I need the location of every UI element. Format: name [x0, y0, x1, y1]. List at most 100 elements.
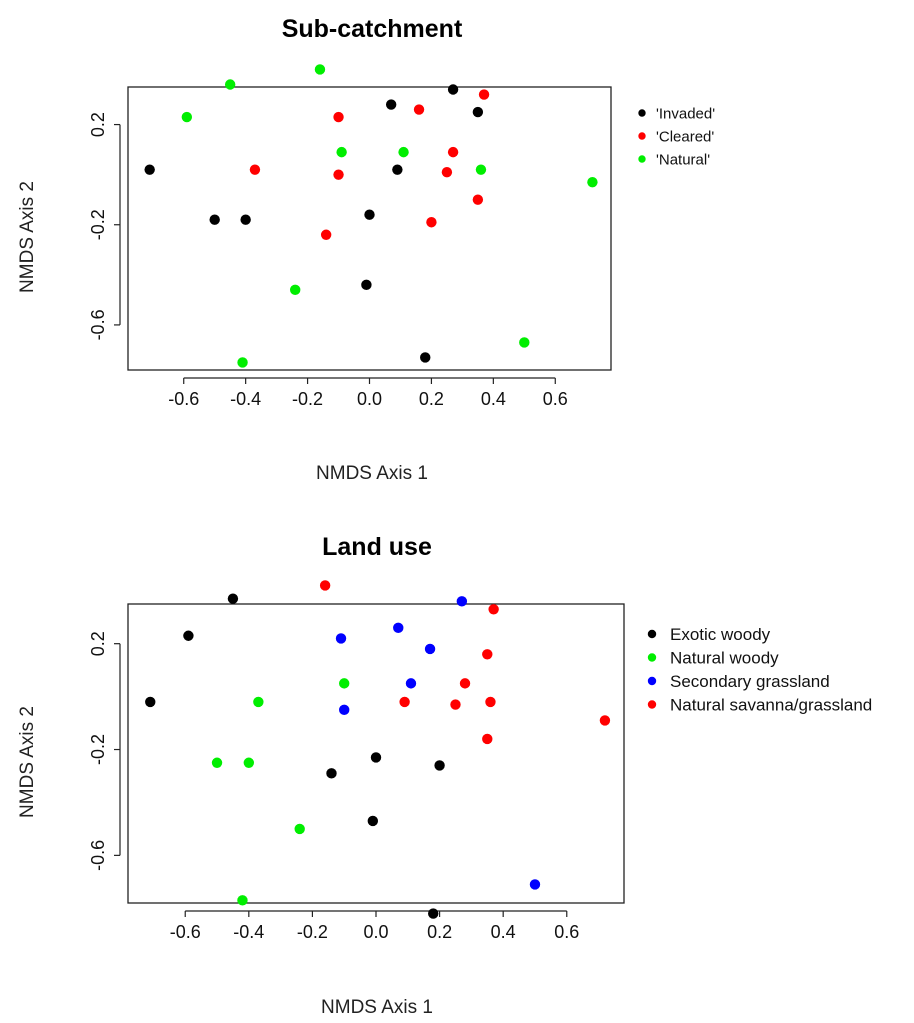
data-point	[211, 757, 223, 768]
data-point	[335, 633, 347, 644]
y-tick-label: -0.2	[88, 209, 108, 240]
series-2	[249, 89, 490, 240]
y-tick-label: -0.6	[88, 309, 108, 340]
x-tick-label: -0.6	[168, 389, 199, 409]
data-point	[459, 678, 471, 689]
y-axis-label: NMDS Axis 2	[17, 706, 38, 818]
data-point	[144, 164, 155, 175]
data-point	[475, 164, 487, 175]
data-point	[472, 194, 484, 205]
x-tick-label: -0.2	[297, 922, 328, 942]
data-point	[392, 164, 403, 175]
legend-label: 'Invaded'	[656, 105, 715, 122]
data-point	[420, 352, 431, 363]
x-tick-label: 0.0	[363, 922, 388, 942]
data-point	[488, 604, 499, 615]
chart-panel-1: Sub-catchment -0.6 -0.4 -0.2 0.0 0.2 0.4 0.6 0.2…	[17, 15, 715, 484]
legend-marker	[638, 155, 646, 163]
legend: Exotic woody Natural woody Secondary grass…	[647, 625, 872, 714]
data-point	[314, 64, 326, 75]
y-axis-label: NMDS Axis 2	[17, 181, 38, 293]
data-point	[224, 79, 236, 90]
series-4	[319, 580, 611, 745]
data-point	[370, 752, 382, 763]
data-point	[482, 733, 493, 745]
data-point	[237, 357, 248, 368]
legend-label: Exotic woody	[670, 625, 771, 644]
data-point	[428, 908, 439, 919]
series-3	[181, 64, 598, 368]
data-point	[333, 111, 344, 123]
legend-marker	[647, 700, 657, 709]
data-point	[339, 678, 350, 689]
x-tick-label: 0.4	[481, 389, 506, 409]
legend-marker	[647, 653, 657, 662]
data-point	[472, 106, 484, 118]
data-point	[529, 879, 541, 890]
data-point	[424, 643, 436, 655]
plot-frame	[127, 86, 612, 371]
legend-label: Natural woody	[670, 648, 779, 667]
data-point	[253, 696, 264, 708]
data-point	[181, 111, 193, 123]
series-1	[144, 84, 484, 363]
data-point	[405, 678, 417, 689]
data-point	[364, 209, 375, 220]
data-point	[294, 823, 305, 835]
data-point	[413, 104, 425, 115]
data-point	[398, 146, 409, 158]
legend-label: 'Natural'	[656, 151, 710, 168]
data-point	[326, 768, 337, 779]
plot-frame	[127, 603, 625, 904]
data-point	[367, 815, 379, 827]
data-point	[441, 166, 453, 178]
data-point	[237, 895, 248, 906]
data-point	[385, 99, 397, 110]
x-axis-label: NMDS Axis 1	[321, 997, 433, 1018]
y-tick-label: 0.2	[88, 631, 108, 656]
data-point	[519, 337, 530, 348]
data-point	[183, 630, 194, 641]
data-point	[249, 164, 261, 175]
data-point	[482, 649, 493, 660]
x-tick-label: -0.4	[233, 922, 264, 942]
data-point	[399, 696, 410, 708]
data-point	[447, 84, 459, 95]
x-tick-label: 0.0	[357, 389, 382, 409]
data-point	[209, 214, 220, 225]
x-tick-label: 0.2	[419, 389, 444, 409]
legend-marker	[647, 676, 657, 686]
data-point	[450, 699, 461, 710]
data-point	[339, 704, 350, 716]
x-tick-label: 0.4	[491, 922, 516, 942]
y-tick-label: -0.6	[88, 840, 108, 871]
legend: 'Invaded' 'Cleared' 'Natural'	[638, 105, 715, 168]
y-tick-label: -0.2	[88, 734, 108, 765]
data-point	[243, 757, 255, 768]
series-1	[145, 593, 445, 919]
data-point	[319, 580, 331, 591]
data-point	[361, 279, 372, 291]
data-point	[456, 596, 468, 607]
legend-label: Natural savanna/grassland	[670, 695, 872, 714]
data-point	[426, 217, 437, 228]
x-tick-label: 0.2	[427, 922, 452, 942]
x-tick-label: 0.6	[543, 389, 568, 409]
data-point	[587, 176, 598, 188]
data-point	[227, 593, 239, 604]
legend-marker	[647, 629, 657, 639]
legend-label: Secondary grassland	[670, 672, 830, 691]
y-tick-label: 0.2	[88, 112, 108, 137]
chart-title: Sub-catchment	[282, 15, 463, 43]
data-point	[145, 696, 156, 708]
data-point	[485, 696, 496, 708]
data-point	[320, 229, 332, 240]
chart-panel-2: Land use -0.6 -0.4 -0.2 0.0 0.2 0.4 0.6 0.2 -0.2 -…	[17, 533, 872, 1018]
legend-marker	[638, 132, 646, 140]
data-point	[240, 214, 251, 225]
data-point	[478, 89, 490, 100]
data-point	[447, 146, 459, 158]
data-point	[434, 760, 445, 771]
data-point	[599, 715, 611, 726]
